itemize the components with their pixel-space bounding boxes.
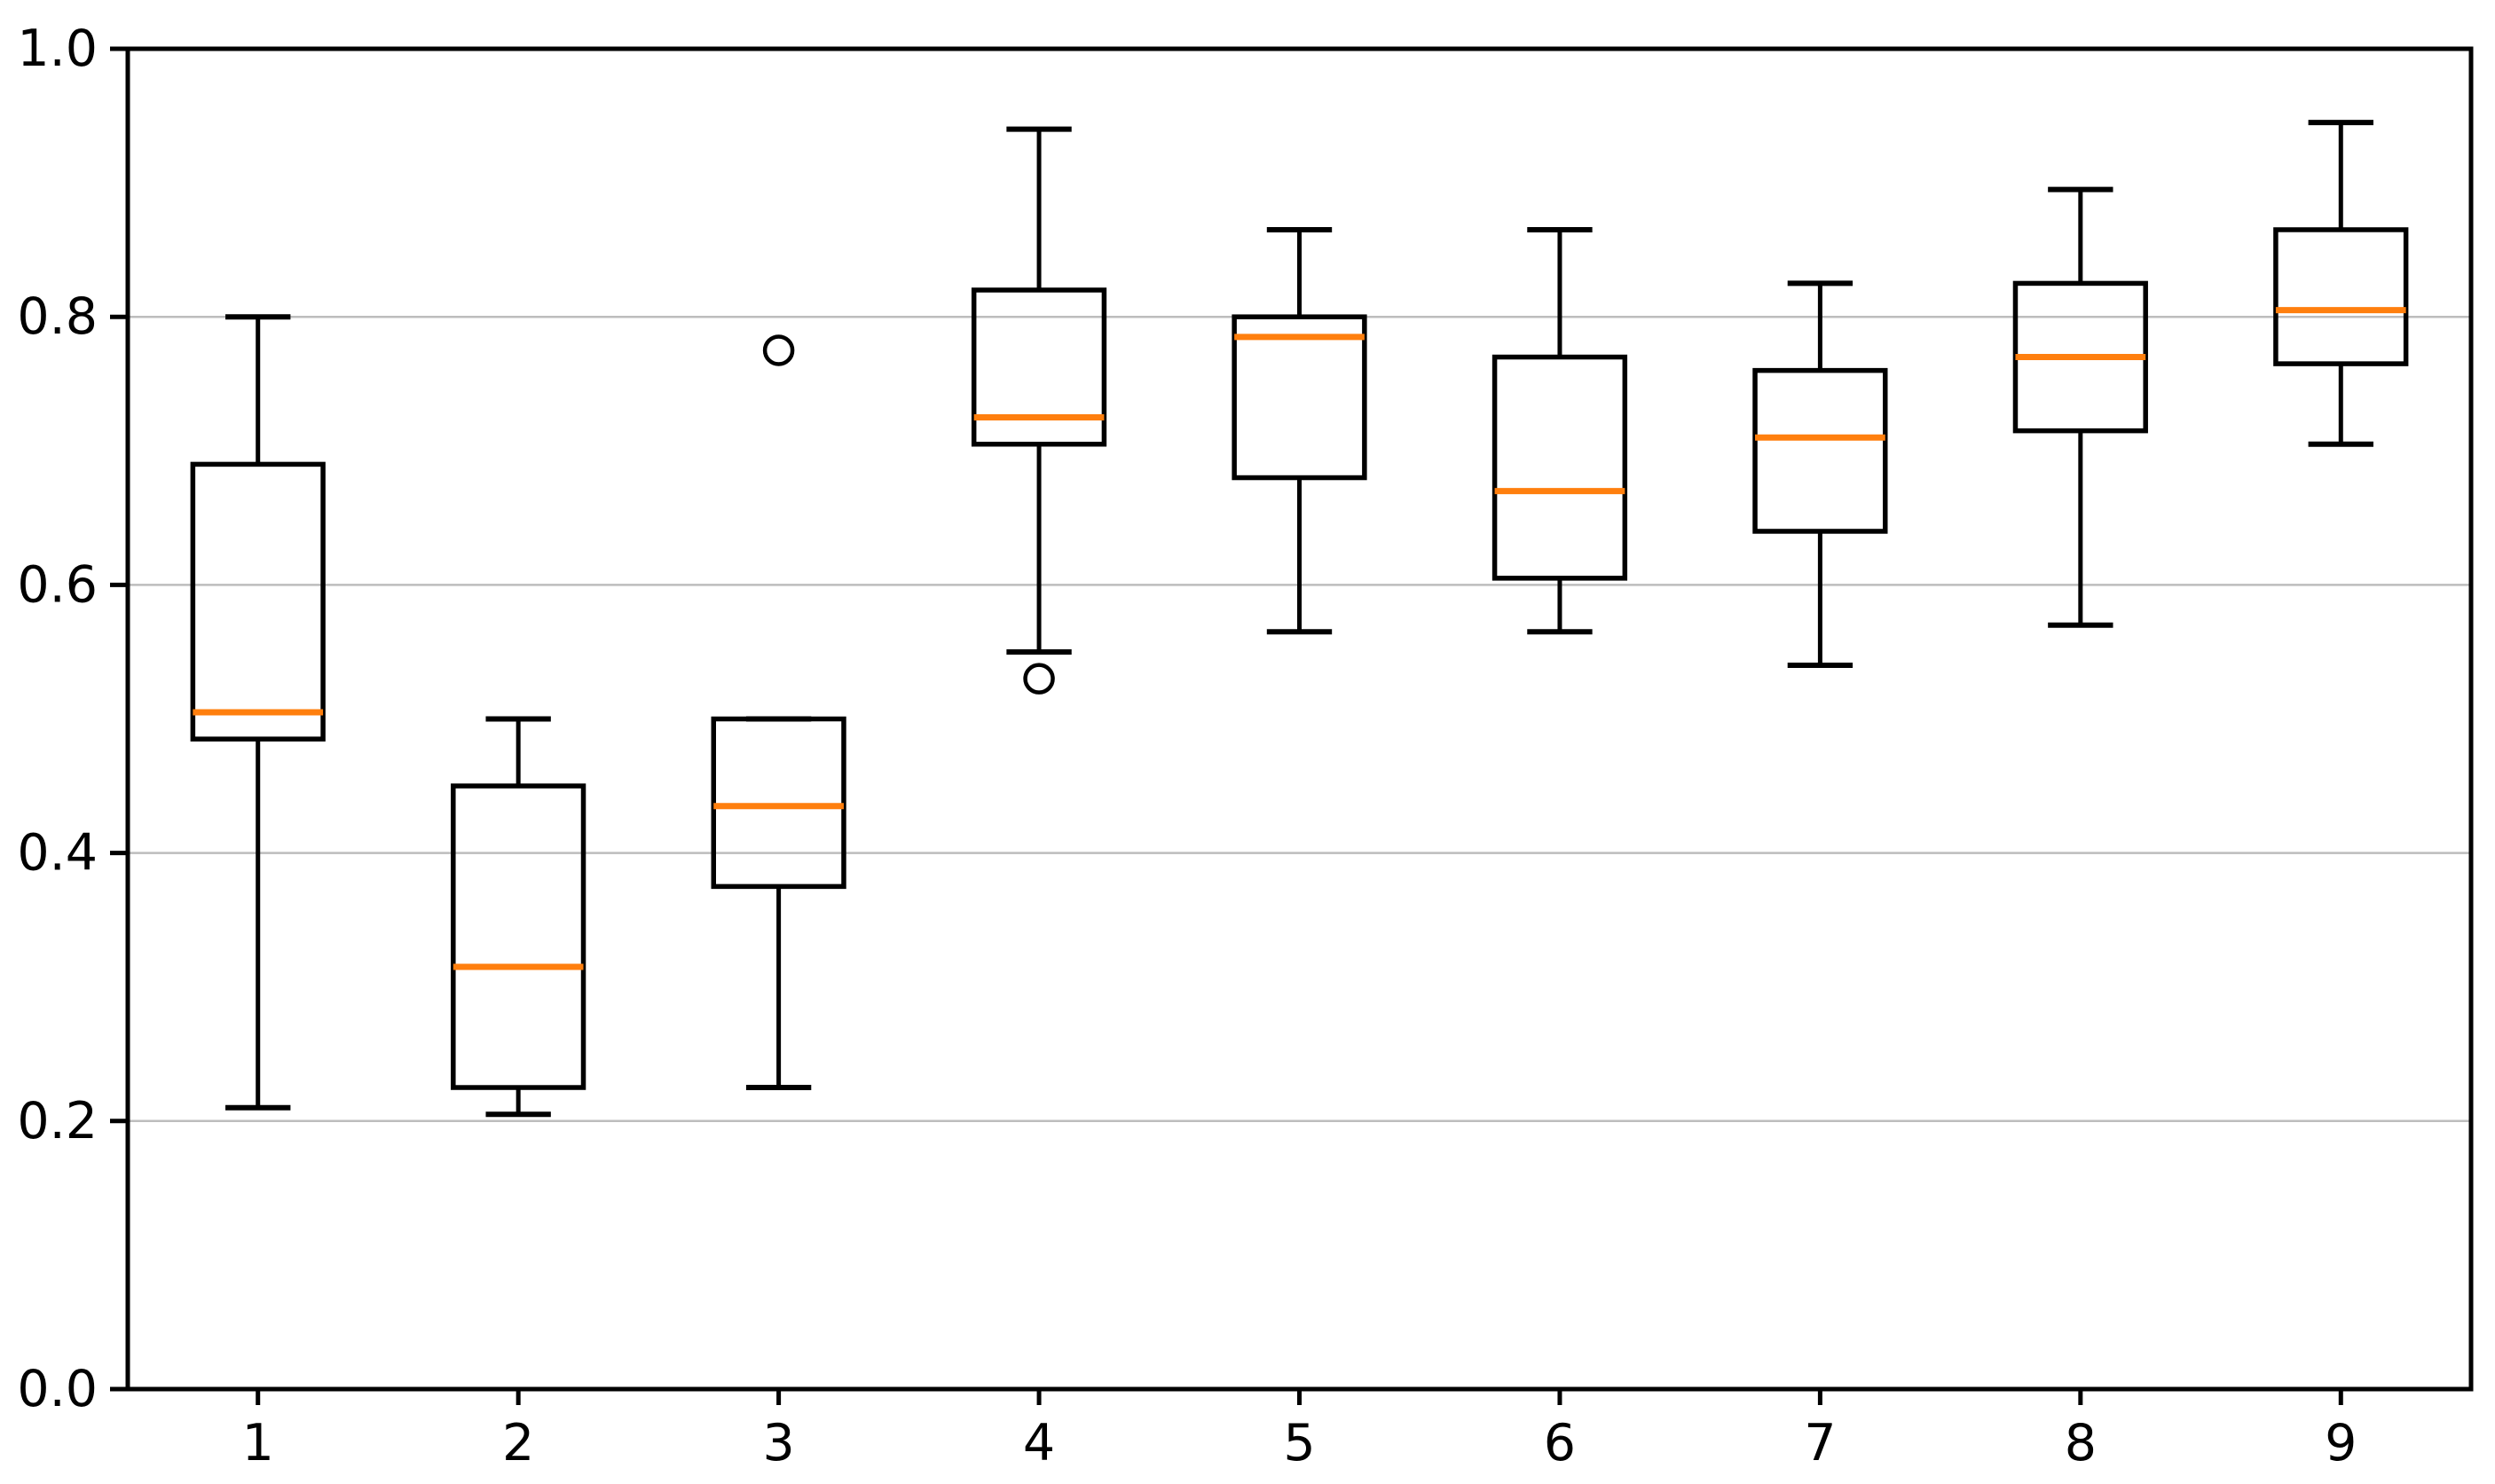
y-tick-label-0.8: 0.8 xyxy=(17,287,98,346)
box-7 xyxy=(1752,280,1888,669)
box-5 xyxy=(1232,226,1367,635)
boxes-group xyxy=(190,120,2409,1118)
x-tick-label-8: 8 xyxy=(2065,1414,2097,1472)
axes-group: 0.0 0.2 0.4 0.6 0.8 1.0 1 2 3 4 5 6 7 8 9 xyxy=(17,20,2474,1472)
box-9 xyxy=(2273,120,2409,447)
y-tick-label-0.6: 0.6 xyxy=(17,555,98,614)
box-1 xyxy=(190,314,326,1111)
box-rect-5 xyxy=(1232,314,1367,481)
x-tick-label-9: 9 xyxy=(2325,1414,2357,1472)
box-3 xyxy=(711,334,846,1091)
x-tick-label-1: 1 xyxy=(242,1414,274,1472)
box-rect-6 xyxy=(1491,354,1628,581)
box-rect-2 xyxy=(451,783,586,1090)
x-tick-label-5: 5 xyxy=(1283,1414,1315,1472)
y-tick-label-0.2: 0.2 xyxy=(17,1092,98,1150)
x-tick-label-6: 6 xyxy=(1544,1414,1576,1472)
box-rect-3 xyxy=(711,716,846,890)
outlier-4-0 xyxy=(1023,663,1055,695)
box-2 xyxy=(451,716,586,1118)
y-tick-label-0.4: 0.4 xyxy=(17,824,98,883)
x-tick-label-3: 3 xyxy=(762,1414,794,1472)
gridlines-group xyxy=(128,315,2471,1123)
y-tick-label-1.0: 1.0 xyxy=(17,20,98,78)
box-rect-7 xyxy=(1752,367,1888,534)
outlier-3-0 xyxy=(762,334,795,366)
y-tick-label-0.0: 0.0 xyxy=(17,1360,98,1418)
box-rect-4 xyxy=(971,287,1107,447)
box-6 xyxy=(1491,226,1628,635)
box-8 xyxy=(2012,186,2148,628)
box-rect-9 xyxy=(2273,227,2409,366)
x-tick-label-7: 7 xyxy=(1804,1414,1836,1472)
x-tick-label-4: 4 xyxy=(1023,1414,1055,1472)
box-rect-1 xyxy=(190,461,326,742)
x-tick-label-2: 2 xyxy=(502,1414,534,1472)
box-4 xyxy=(971,126,1107,695)
